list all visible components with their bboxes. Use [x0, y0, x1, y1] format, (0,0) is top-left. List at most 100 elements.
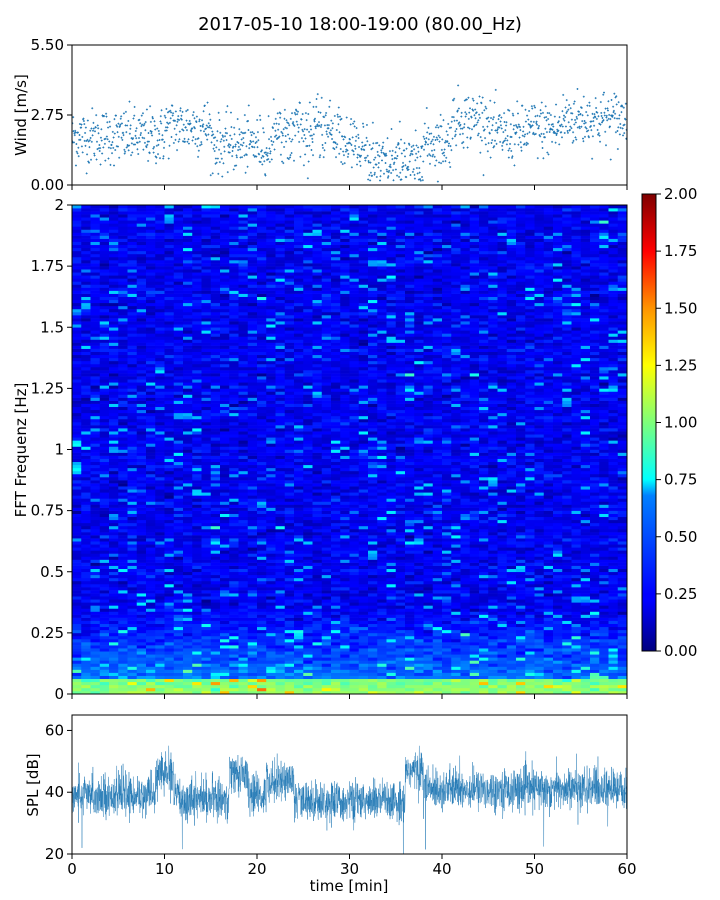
spectrogram-cell: [81, 305, 91, 310]
spectrogram-cell: [183, 299, 193, 304]
spectrogram-cell: [127, 562, 138, 566]
spectrogram-cell: [109, 305, 119, 310]
spectrogram-cell: [192, 418, 202, 423]
spectrogram-cell: [72, 477, 82, 481]
spectrogram-cell: [164, 397, 175, 401]
spectrogram-cell: [155, 449, 165, 453]
spectrogram-cell: [72, 501, 82, 505]
spectrogram-cell: [109, 593, 119, 597]
spectrogram-cell: [164, 617, 175, 621]
spectrogram-cell: [164, 541, 175, 545]
spectrogram-cell: [136, 651, 147, 655]
spectrogram-cell: [118, 208, 128, 212]
spectrogram-cell: [118, 296, 128, 301]
spectrogram-cell: [109, 220, 119, 224]
spectrogram-cell: [90, 513, 101, 518]
spectrogram-cell: [155, 538, 165, 542]
spectrogram-cell: [99, 345, 110, 349]
spectrogram-cell: [192, 458, 202, 463]
spectrogram-cell: [136, 425, 147, 429]
spectrogram-cell: [90, 327, 101, 331]
spectrogram-cell: [81, 602, 91, 606]
spectrogram-cell: [99, 480, 110, 484]
spectrogram-cell: [173, 272, 184, 276]
spectrogram-cell: [81, 642, 91, 646]
spectrogram-cell: [118, 211, 128, 215]
spectrogram-cell: [72, 461, 82, 466]
spectrogram-cell: [146, 437, 156, 441]
spectrogram-cell: [164, 357, 175, 362]
spectrogram-cell: [72, 205, 82, 209]
spectrogram-cell: [173, 418, 184, 423]
spectrogram-cell: [90, 302, 101, 307]
spectrogram-cell: [173, 541, 184, 545]
spectrogram-cell: [72, 360, 82, 365]
spectrogram-cell: [146, 235, 156, 239]
spectrogram-cell: [81, 645, 91, 649]
spectrogram-cell: [173, 675, 184, 680]
spectrogram-cell: [164, 443, 175, 447]
spectrogram-cell: [118, 333, 128, 337]
spectrogram-cell: [90, 541, 101, 545]
spectrogram-cell: [90, 544, 101, 548]
spectrogram-cell: [173, 275, 184, 279]
spectrogram-cell: [146, 400, 156, 404]
spectrogram-cell: [146, 532, 156, 536]
spectrogram-cell: [81, 321, 91, 325]
spectrogram-cell: [118, 275, 128, 279]
spectrogram-cell: [72, 226, 82, 230]
spectrogram-cell: [81, 522, 91, 527]
spectrogram-cell: [72, 370, 82, 374]
spectrogram-cell: [183, 480, 193, 484]
spectrogram-cell: [90, 406, 101, 411]
spectrogram-cell: [72, 299, 82, 304]
spectrogram-cell: [136, 241, 147, 246]
spectrogram-cell: [164, 388, 175, 392]
spectrogram-cell: [72, 492, 82, 496]
spectrogram-cell: [192, 449, 202, 453]
spectrogram-cell: [90, 403, 101, 408]
spectrogram-cell: [146, 379, 156, 383]
spectrogram-cell: [146, 556, 156, 560]
spectrogram-cell: [146, 663, 156, 667]
spectrogram-cell: [173, 437, 184, 441]
spectrogram-cell: [118, 379, 128, 383]
spectrogram-cell: [127, 632, 138, 637]
spectrogram-cell: [155, 492, 165, 496]
spectrogram-cell: [146, 446, 156, 450]
spectrogram-cell: [183, 651, 193, 655]
spectrogram-cell: [192, 672, 202, 676]
spectrogram-cell: [127, 556, 138, 560]
spectrogram-cell: [72, 590, 82, 594]
spectrogram-cell: [90, 376, 101, 380]
spectrogram-cell: [173, 538, 184, 542]
spectrogram-cell: [183, 409, 193, 414]
spectrogram-cell: [109, 461, 119, 466]
spectrogram-cell: [146, 596, 156, 600]
spectrogram-cell: [136, 363, 147, 368]
spectrogram-cell: [173, 284, 184, 288]
spectrogram-cell: [127, 574, 138, 579]
spectrogram-cell: [109, 293, 119, 297]
spectrogram-cell: [173, 602, 184, 606]
spectrogram-cell: [72, 443, 82, 447]
spectrogram-cell: [72, 278, 82, 282]
spectrogram-cell: [164, 587, 175, 591]
spectrogram-cell: [183, 611, 193, 615]
spectrogram-cell: [99, 311, 110, 316]
spectrogram-cell: [173, 253, 184, 258]
spectrogram-cell: [118, 587, 128, 591]
spectrogram-cell: [146, 263, 156, 267]
spectrogram-cell: [146, 226, 156, 230]
spectrogram-cell: [136, 339, 147, 343]
spectrogram-cell: [109, 299, 119, 304]
spectrogram-cell: [81, 269, 91, 273]
spectrogram-cell: [146, 299, 156, 304]
spectrogram-cell: [155, 287, 165, 291]
spectrogram-cell: [155, 675, 165, 680]
spectrogram-cell: [183, 342, 193, 346]
spectrogram-cell: [90, 532, 101, 536]
spectrogram-cell: [183, 461, 193, 466]
spectrogram-cell: [127, 587, 138, 591]
spectrogram-cell: [164, 208, 175, 212]
